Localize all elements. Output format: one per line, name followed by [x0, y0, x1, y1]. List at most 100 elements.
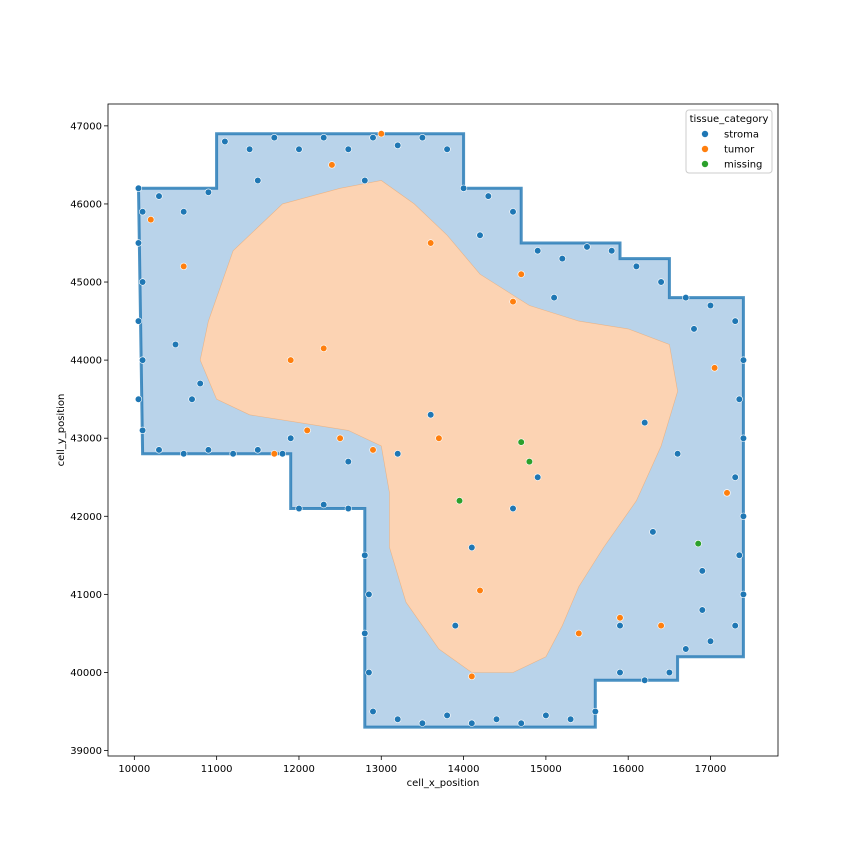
point-stroma: [492, 715, 501, 723]
legend-box: [685, 109, 773, 174]
point-stroma: [134, 184, 143, 192]
point-stroma: [418, 719, 427, 727]
point-stroma: [682, 294, 690, 302]
point-stroma: [180, 208, 188, 216]
series-points: [134, 130, 748, 727]
point-stroma: [731, 621, 739, 630]
point-stroma: [641, 419, 649, 427]
point-tumor: [328, 161, 336, 169]
legend-label-tumor: tumor: [724, 145, 755, 156]
point-stroma: [369, 707, 377, 716]
point-stroma: [204, 188, 212, 196]
point-tumor: [336, 434, 344, 442]
y-tick-label: 40000: [70, 668, 102, 679]
point-tumor: [517, 270, 525, 278]
point-stroma: [134, 317, 143, 325]
point-stroma: [139, 426, 147, 435]
point-stroma: [418, 134, 427, 142]
point-stroma: [509, 504, 517, 513]
point-stroma: [706, 637, 715, 645]
point-missing: [694, 539, 702, 548]
point-stroma: [468, 719, 476, 727]
point-stroma: [542, 711, 550, 720]
point-tumor: [303, 426, 311, 435]
y-tick-label: 47000: [70, 121, 102, 132]
point-stroma: [476, 231, 484, 239]
legend-marker-missing: [701, 160, 709, 168]
point-stroma: [155, 192, 163, 200]
point-stroma: [139, 278, 147, 286]
region-tumor: [199, 180, 678, 673]
point-stroma: [517, 719, 525, 727]
point-stroma: [608, 247, 616, 255]
point-stroma: [616, 668, 624, 677]
point-stroma: [134, 239, 143, 247]
y-tick-label: 41000: [70, 590, 102, 601]
point-stroma: [509, 208, 517, 216]
point-stroma: [698, 567, 706, 575]
point-stroma: [139, 208, 147, 216]
x-axis-title: cell_x_position: [407, 778, 480, 789]
y-tick-label: 45000: [70, 278, 102, 289]
legend-label-stroma: stroma: [724, 130, 759, 141]
y-tick-label: 46000: [70, 199, 102, 210]
point-tumor: [723, 489, 731, 497]
point-stroma: [394, 450, 402, 458]
point-stroma: [365, 590, 373, 599]
point-stroma: [344, 145, 352, 153]
point-stroma: [139, 356, 147, 364]
legend-marker-tumor: [701, 145, 709, 153]
point-stroma: [427, 411, 435, 419]
point-stroma: [657, 278, 665, 286]
x-tick-label: 15000: [530, 764, 562, 775]
point-stroma: [649, 528, 657, 536]
point-stroma: [204, 446, 212, 454]
point-stroma: [254, 446, 262, 454]
point-stroma: [278, 450, 287, 458]
point-stroma: [616, 621, 624, 630]
point-tumor: [616, 614, 624, 622]
point-stroma: [287, 434, 295, 442]
plot-area: [134, 130, 748, 729]
point-stroma: [320, 501, 328, 509]
point-stroma: [583, 243, 591, 251]
x-tick-label: 13000: [365, 764, 397, 775]
y-tick-label: 43000: [70, 434, 102, 445]
point-stroma: [443, 711, 451, 720]
point-stroma: [451, 621, 459, 630]
point-stroma: [706, 301, 715, 310]
point-stroma: [591, 707, 599, 716]
legend-entries: stroma tumor missing: [701, 130, 762, 171]
point-tumor: [180, 262, 188, 271]
point-stroma: [460, 184, 468, 192]
x-axis-ticks: 10000 11000 12000 13000 14000 15000 16000 17000: [118, 756, 726, 775]
legend-marker-stroma: [701, 130, 709, 138]
point-stroma: [468, 543, 476, 552]
point-stroma: [254, 176, 262, 185]
x-tick-label: 16000: [612, 764, 644, 775]
point-tumor: [147, 216, 155, 224]
point-stroma: [361, 176, 369, 185]
point-missing: [517, 438, 525, 446]
point-stroma: [229, 450, 237, 458]
point-stroma: [270, 134, 278, 142]
x-tick-label: 12000: [283, 764, 315, 775]
point-stroma: [698, 606, 706, 614]
point-stroma: [369, 134, 377, 142]
series-regions: [136, 132, 745, 729]
y-tick-label: 39000: [70, 746, 102, 757]
point-stroma: [534, 473, 542, 481]
point-stroma: [739, 512, 748, 520]
point-stroma: [731, 473, 739, 481]
point-stroma: [566, 715, 575, 723]
point-tumor: [369, 446, 377, 454]
point-tumor: [287, 356, 295, 364]
point-tumor: [427, 239, 435, 247]
point-stroma: [731, 317, 739, 325]
legend: tissue_category stroma tumor missing: [685, 109, 773, 174]
point-stroma: [443, 145, 451, 153]
point-stroma: [196, 379, 204, 388]
point-stroma: [682, 645, 690, 653]
point-stroma: [484, 192, 492, 200]
